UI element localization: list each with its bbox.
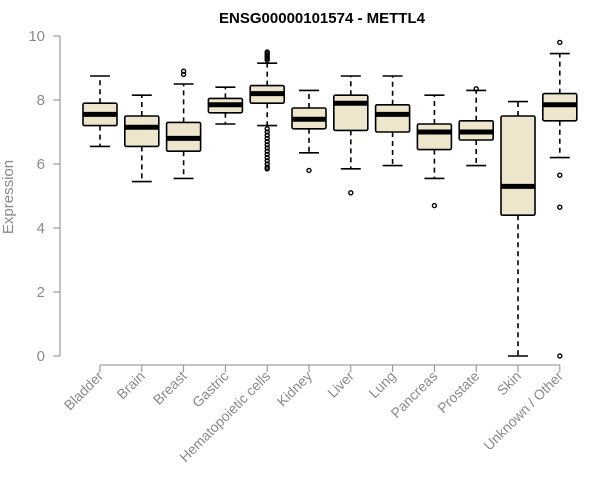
y-tick-label: 8 [37, 92, 45, 109]
chart-title: ENSG00000101574 - METTL4 [219, 10, 426, 27]
box-group [165, 68, 202, 180]
outlier-point [180, 68, 187, 74]
x-tick-label: Brain [113, 368, 147, 402]
outlier-point [264, 148, 270, 154]
x-tick-label: Prostate [434, 368, 482, 416]
box-iqr [500, 115, 536, 216]
x-tick-label: Lung [365, 368, 398, 401]
x-tick-label: Liver [324, 368, 357, 401]
box-group [82, 75, 118, 148]
outlier-point [473, 86, 479, 92]
box-series [82, 39, 578, 359]
y-tick-label: 6 [37, 156, 45, 173]
outlier-point [264, 49, 270, 55]
outlier-point [431, 202, 438, 209]
x-tick-label: Skin [494, 368, 525, 399]
outlier-point [264, 161, 270, 167]
outlier-point [264, 151, 270, 158]
box-group [500, 100, 536, 357]
outlier-point [264, 142, 270, 148]
box-group [458, 86, 495, 167]
outlier-point [348, 190, 354, 196]
y-axis: 0 2 4 6 8 10 [28, 28, 61, 365]
box-group [541, 39, 578, 359]
box-group [124, 94, 160, 183]
outlier-point [306, 167, 312, 174]
box-group [416, 94, 453, 209]
outlier-point [264, 154, 270, 161]
box-group [249, 49, 285, 172]
x-tick-label: Kidney [274, 368, 316, 410]
box-group [374, 75, 411, 167]
outlier-point [557, 353, 563, 359]
y-axis-label: Expression [0, 160, 17, 234]
outlier-point [557, 39, 563, 46]
x-tick-label: Bladder [61, 368, 107, 414]
y-tick-label: 4 [37, 220, 45, 237]
box-iqr [124, 115, 160, 148]
outlier-point [264, 132, 270, 138]
outlier-point [557, 204, 563, 210]
outlier-point [264, 129, 270, 135]
box-iqr [416, 123, 453, 151]
box-group [291, 89, 327, 174]
x-tick-label: Unknown / Other [480, 368, 566, 454]
outlier-point [264, 145, 270, 151]
outlier-point [264, 166, 270, 172]
outlier-point [180, 71, 187, 78]
y-tick-label: 2 [37, 284, 45, 301]
outlier-point [264, 138, 270, 145]
y-tick-label: 0 [37, 348, 45, 365]
box-iqr [332, 94, 369, 132]
x-tick-label: Breast [150, 368, 190, 408]
outlier-point [557, 172, 563, 178]
y-tick-label: 10 [28, 28, 45, 45]
box-iqr [374, 104, 411, 133]
outlier-point [264, 126, 270, 132]
outlier-point [264, 158, 270, 164]
outlier-point [264, 135, 270, 142]
box-group [207, 86, 244, 125]
box-group [332, 75, 369, 196]
